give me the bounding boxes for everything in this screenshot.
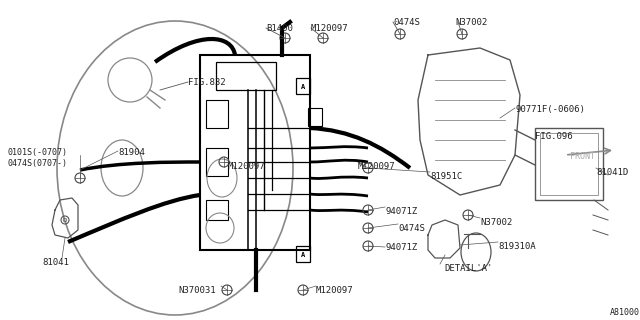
Text: N37002: N37002 [480,218,512,227]
Bar [540,133,598,195]
Text: M120097: M120097 [311,24,349,33]
Text: 81041: 81041 [42,258,69,267]
Text: 0474S(0707-): 0474S(0707-) [8,159,68,168]
Text: N37002: N37002 [455,18,487,27]
Text: DETAIL'A': DETAIL'A' [444,264,492,273]
Text: MI20097: MI20097 [358,162,396,171]
Text: B1400: B1400 [266,24,293,33]
Bar [308,108,322,126]
Bar [216,62,276,90]
Bar [206,100,228,128]
Bar [535,128,603,200]
Text: A810001229: A810001229 [610,308,640,317]
Text: 81904: 81904 [118,148,145,157]
Bar [206,200,228,220]
Text: 0474S: 0474S [398,224,425,233]
Bar [296,78,310,94]
Text: A: A [301,252,305,258]
Text: 94071Z: 94071Z [385,207,417,216]
Text: FRONT: FRONT [570,152,595,161]
Text: 0474S: 0474S [393,18,420,27]
Text: 819310A: 819310A [498,242,536,251]
Text: 94071Z: 94071Z [385,243,417,252]
Text: 81951C: 81951C [430,172,462,181]
Bar [206,148,228,176]
Text: 0101S(-0707): 0101S(-0707) [8,148,68,157]
Text: 90771F(-0606): 90771F(-0606) [515,105,585,114]
Text: FIG.832: FIG.832 [188,78,226,87]
Text: A: A [301,84,305,90]
Text: 81041D: 81041D [596,168,628,177]
Bar [296,246,310,262]
Text: FIG.096: FIG.096 [535,132,573,141]
Text: M120097: M120097 [228,162,266,171]
Text: N370031: N370031 [178,286,216,295]
Text: M120097: M120097 [316,286,354,295]
Bar [200,55,310,250]
